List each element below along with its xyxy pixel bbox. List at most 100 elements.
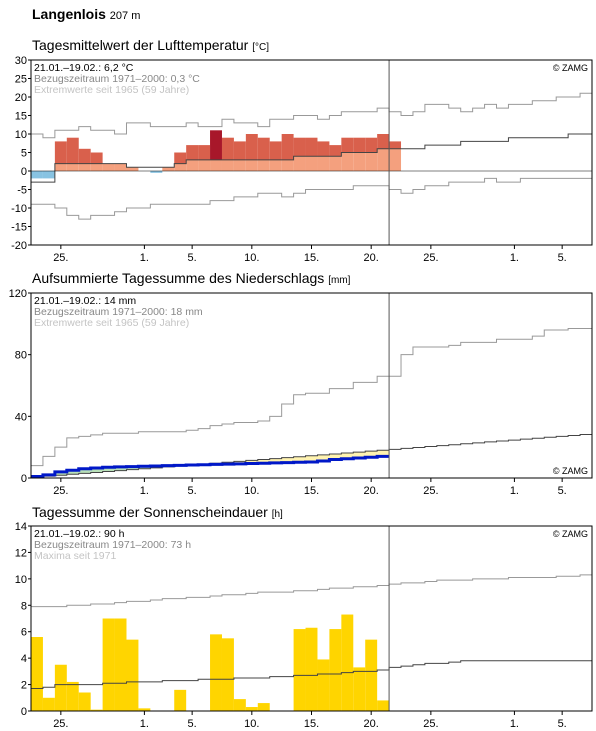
- temp-xtick-label: 25.: [423, 252, 438, 264]
- temp-normal-part-bar: [377, 148, 390, 171]
- sun-chart-title: Tagessumme der Sonnenscheindauer [h]: [32, 504, 283, 520]
- sun-xtick-label: 1.: [510, 718, 519, 730]
- sun-bar: [174, 689, 187, 711]
- sun-bar: [210, 634, 222, 711]
- station-elevation: 207 m: [109, 10, 141, 22]
- temp-ytick-label: 30: [15, 55, 27, 67]
- sun-bar: [126, 639, 139, 711]
- precip-xtick-label: 5.: [188, 485, 197, 497]
- temp-normal-part-bar: [54, 163, 67, 171]
- temp-normal-part-bar: [162, 167, 175, 171]
- temp-ytick-label: 0: [21, 166, 27, 178]
- temp-normal-part-bar: [114, 163, 127, 171]
- precip-plot-border: [30, 292, 593, 479]
- precipitation-chart: 120 80 40 0 25. 1. 5. 10. 15. 20. 25. 1. 5. 21.01.–19…: [9, 288, 593, 497]
- precip-diff-fill: [54, 471, 67, 476]
- sun-xtick-label: 25.: [423, 718, 438, 730]
- sun-ytick-label: 0: [21, 706, 27, 718]
- precip-ytick-label: 0: [21, 473, 27, 485]
- sun-bar: [31, 637, 43, 711]
- temp-anomaly-bar: [269, 141, 282, 160]
- sun-bar: [317, 659, 330, 711]
- precip-diff-fill: [90, 467, 103, 473]
- temp-normal-part-bar: [198, 159, 211, 171]
- precip-ytick-label: 120: [9, 288, 27, 300]
- temp-anomaly-bar: [245, 134, 258, 160]
- precip-diff-fill: [78, 468, 91, 474]
- precip-diff-fill: [114, 466, 127, 471]
- temp-normal-part-bar: [186, 159, 199, 171]
- temp-normal-part-bar: [317, 156, 330, 171]
- temp-xtick-label: 10.: [244, 252, 259, 264]
- sun-bar: [138, 708, 151, 711]
- temp-normal-part-bar: [305, 156, 318, 171]
- temp-normal-part-bar: [365, 152, 378, 171]
- temp-anomaly-bar: [329, 145, 342, 157]
- temp-ytick-label: 10: [15, 129, 27, 141]
- sun-ytick-label: 4: [21, 653, 27, 665]
- temp-anomaly-bar: [210, 130, 222, 160]
- precip-diff-fill: [365, 451, 378, 458]
- precip-ytick-label: 80: [15, 350, 27, 362]
- station-name: Langenlois: [32, 6, 106, 22]
- sun-bar: [245, 707, 258, 711]
- temp-anomaly-bar: [66, 137, 79, 164]
- temp-anomaly-bar: [353, 137, 366, 153]
- sun-legend-line: Maxima seit 1971: [34, 550, 116, 562]
- temp-anomaly-bar: [341, 137, 354, 153]
- temp-anomaly-bar: [186, 145, 199, 160]
- temp-anomaly-bar: [257, 137, 270, 160]
- precip-xtick-label: 15.: [304, 485, 319, 497]
- sun-bar: [54, 664, 67, 711]
- temp-xtick-label: 5.: [188, 252, 197, 264]
- temp-anomaly-bar: [293, 137, 306, 157]
- temp-normal-line: [31, 133, 592, 183]
- temp-normal-part-bar: [341, 152, 354, 171]
- precip-chart-title: Aufsummierte Tagessumme des Niederschlag…: [32, 270, 350, 286]
- sun-xtick-label: 15.: [304, 718, 319, 730]
- temp-ytick-label: 15: [15, 111, 27, 123]
- temp-anomaly-bar: [233, 141, 246, 160]
- sun-bar: [221, 638, 234, 711]
- precip-title-text: Aufsummierte Tagessumme des Niederschlag…: [32, 270, 325, 286]
- sun-bar: [305, 627, 318, 711]
- precip-diff-fill: [126, 466, 139, 470]
- temp-cold-bar: [31, 171, 43, 179]
- temp-cold-bar: [42, 171, 55, 179]
- precip-xtick-label: 10.: [244, 485, 259, 497]
- precip-diff-fill: [305, 455, 318, 462]
- temp-normal-part-bar: [281, 159, 294, 171]
- sun-bar: [102, 618, 115, 711]
- sun-xtick-label: 1.: [140, 718, 149, 730]
- sun-bar: [377, 700, 390, 711]
- precip-diff-fill: [341, 453, 354, 459]
- sun-bar: [353, 667, 366, 711]
- sun-watermark: © ZAMG: [553, 529, 588, 539]
- sun-unit: [h]: [271, 509, 283, 520]
- temp-ytick-label: 20: [15, 92, 27, 104]
- sun-ytick-label: 2: [21, 680, 27, 692]
- temp-xtick-label: 1.: [140, 252, 149, 264]
- precip-diff-fill: [257, 459, 270, 464]
- sun-bar: [78, 692, 91, 711]
- precip-watermark: © ZAMG: [553, 466, 588, 476]
- sun-ytick-label: 8: [21, 600, 27, 612]
- precip-diff-fill: [353, 452, 366, 458]
- sun-normal-line: [31, 660, 592, 690]
- sun-ytick-label: 12: [15, 547, 27, 559]
- temp-chart-title: Tagesmittelwert der Lufttemperatur [°C]: [32, 37, 269, 53]
- temp-normal-part-bar: [245, 159, 258, 171]
- sun-bar: [341, 614, 354, 711]
- sun-bar: [66, 681, 79, 711]
- precip-diff-fill: [281, 457, 294, 463]
- temp-anomaly-bar: [377, 134, 390, 149]
- precip-ytick-label: 40: [15, 411, 27, 423]
- precip-record-max-line: [31, 327, 592, 467]
- station-header: Langenlois 207 m: [32, 6, 140, 22]
- temp-legend-line: Bezugszeitraum 1971–2000: 0,3 °C: [34, 73, 200, 85]
- temp-xtick-label: 1.: [510, 252, 519, 264]
- temp-normal-part-bar: [90, 163, 103, 171]
- temp-normal-part-bar: [353, 152, 366, 171]
- sun-bar: [329, 629, 342, 711]
- precip-xtick-label: 20.: [364, 485, 379, 497]
